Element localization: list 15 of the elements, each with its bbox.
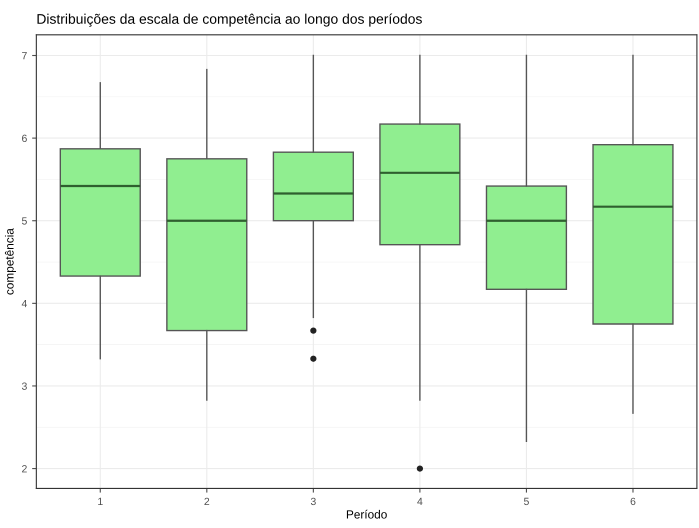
x-axis-title: Período [346,510,387,519]
y-tick-label: 7 [22,52,27,60]
y-axis-title: competência [4,228,16,295]
x-tick-label: 4 [417,498,422,505]
x-tick-label: 3 [310,498,316,506]
chart-title: Distribuições da escala de competência ao longo dos períodos [37,14,422,27]
x-tick-label: 1 [98,498,103,505]
x-tick-label: 6 [630,498,636,506]
y-tick-label: 5 [22,217,27,225]
y-tick-label: 4 [22,300,28,308]
y-tick-label: 6 [22,134,27,142]
x-tick-label: 5 [524,498,529,506]
x-tick-label: 2 [204,498,210,505]
y-tick-label: 3 [22,382,27,390]
y-tick-label: 2 [22,465,27,472]
